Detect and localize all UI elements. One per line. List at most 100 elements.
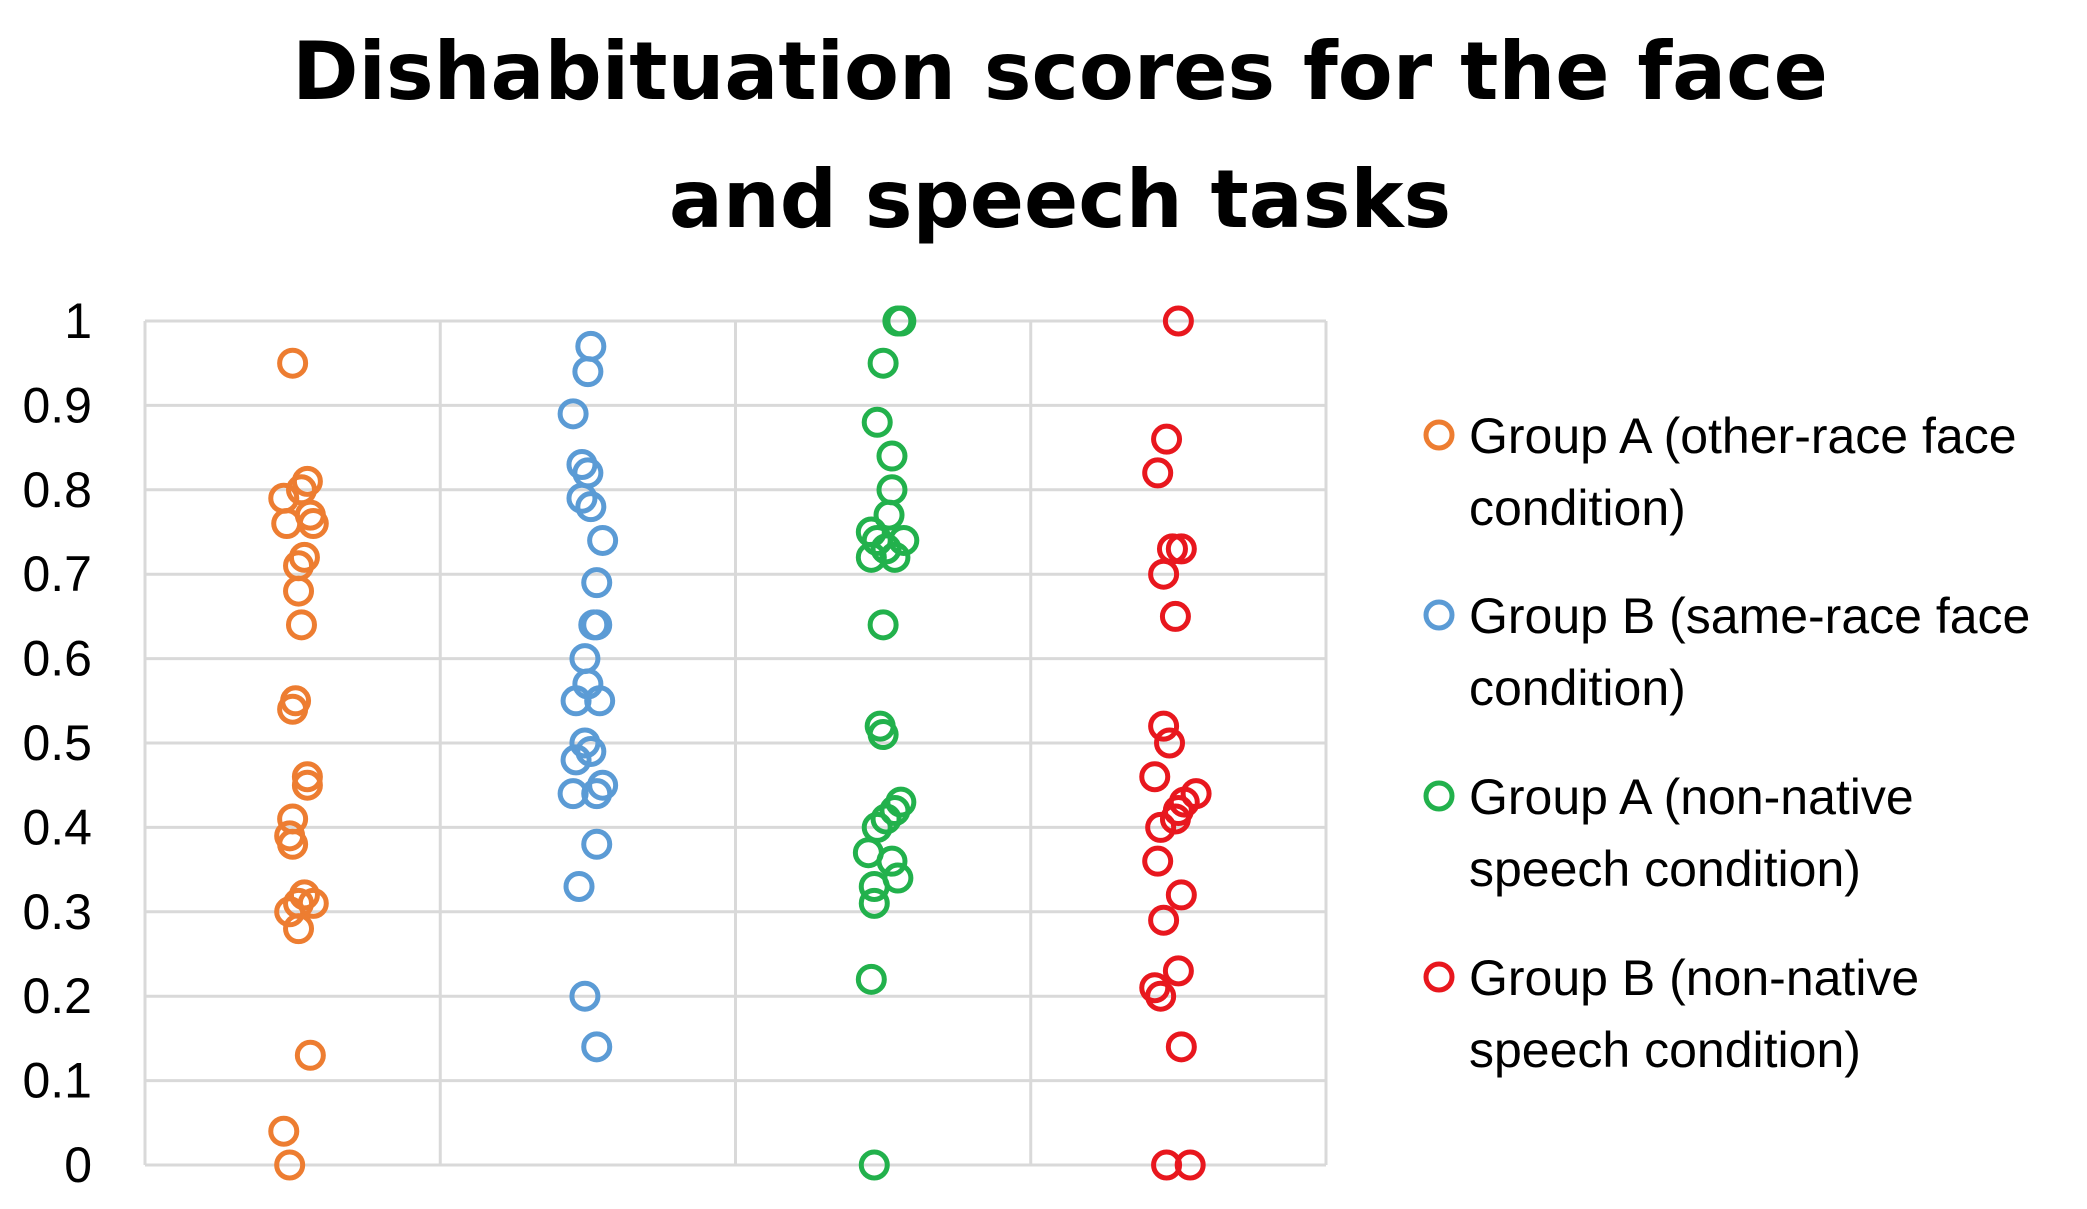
data-point (861, 406, 893, 438)
legend-item-2: Group B (same-race face condition) (1423, 588, 2030, 716)
data-point (268, 1115, 300, 1147)
data-points (268, 305, 1212, 1181)
data-point (587, 524, 619, 556)
legend-label-line: Group A (non-native (1469, 769, 1914, 825)
data-point (283, 913, 315, 945)
y-tick-label: 0 (64, 1137, 92, 1193)
data-point (560, 744, 592, 776)
data-point (1142, 845, 1174, 877)
legend-label-line: condition) (1469, 480, 1686, 536)
y-tick-label: 0.8 (22, 462, 92, 518)
legend-marker (1423, 599, 1455, 631)
series-2-points (557, 330, 619, 1063)
legend-label-line: condition) (1469, 660, 1686, 716)
data-point (291, 769, 323, 801)
data-point (572, 356, 604, 388)
y-tick-label: 0.3 (22, 884, 92, 940)
data-point (888, 524, 920, 556)
data-point (1174, 1149, 1206, 1181)
chart-title-line-2: and speech tasks (668, 153, 1452, 246)
legend-marker (1423, 961, 1455, 993)
y-tick-label: 0.7 (22, 546, 92, 602)
legend-item-3: Group A (non-native speech condition) (1423, 769, 1914, 897)
data-point (873, 499, 905, 531)
legend-marker (1423, 419, 1455, 451)
data-point (277, 347, 309, 379)
data-point (855, 963, 887, 995)
data-point (1151, 423, 1183, 455)
data-point (879, 541, 911, 573)
data-point (274, 1149, 306, 1181)
data-point (867, 609, 899, 641)
data-point (581, 1031, 613, 1063)
data-point (283, 575, 315, 607)
data-point (581, 828, 613, 860)
data-point (277, 828, 309, 860)
data-point (1165, 879, 1197, 911)
data-point (294, 1039, 326, 1071)
chart-title: Dishabituation scores for the face and s… (250, 8, 1870, 264)
data-point (274, 896, 306, 928)
data-point (1148, 710, 1180, 742)
legend-item-4: Group B (non-native speech condition) (1423, 950, 1919, 1078)
y-tick-label: 0.6 (22, 631, 92, 687)
data-point (1148, 904, 1180, 936)
series-3-points (852, 305, 920, 1181)
gridlines (143, 319, 1328, 1167)
y-tick-label: 1 (64, 293, 92, 349)
legend-label-line: Group B (non-native (1469, 950, 1919, 1006)
data-point (879, 795, 911, 827)
data-point (569, 980, 601, 1012)
data-point (1162, 305, 1194, 337)
data-point (575, 330, 607, 362)
y-tick-label: 0.1 (22, 1053, 92, 1109)
data-point (277, 693, 309, 725)
data-point (584, 685, 616, 717)
data-point (867, 719, 899, 751)
legend-item-1: Group A (other-race face condition) (1423, 408, 2017, 536)
data-point (1145, 980, 1177, 1012)
data-point (876, 845, 908, 877)
series-1-points (268, 347, 329, 1181)
legend: Group A (other-race facecondition)Group … (1423, 408, 2030, 1078)
legend-label-line: speech condition) (1469, 1022, 1861, 1078)
series-4-points (1139, 305, 1212, 1181)
data-point (858, 887, 890, 919)
data-point (1165, 1031, 1197, 1063)
data-point (566, 482, 598, 514)
data-point (876, 440, 908, 472)
data-point (285, 609, 317, 641)
data-point (870, 803, 902, 835)
y-tick-label: 0.2 (22, 968, 92, 1024)
legend-label-line: Group A (other-race face (1469, 408, 2017, 464)
y-tick-label: 0.5 (22, 715, 92, 771)
data-point (297, 508, 329, 540)
data-point (867, 347, 899, 379)
legend-marker (1423, 780, 1455, 812)
data-point (575, 491, 607, 523)
data-point (271, 508, 303, 540)
data-point (1148, 558, 1180, 590)
y-axis-tick-labels: 0 0.1 0.2 0.3 0.4 0.5 0.6 0.7 0.8 0.9 1 (22, 293, 92, 1193)
data-point (858, 870, 890, 902)
y-tick-label: 0.9 (22, 377, 92, 433)
data-point (885, 305, 917, 337)
data-point (581, 567, 613, 599)
data-point (557, 398, 589, 430)
data-point (563, 870, 595, 902)
data-point (1145, 811, 1177, 843)
y-tick-label: 0.4 (22, 799, 92, 855)
data-point (581, 609, 613, 641)
legend-label-line: Group B (same-race face (1469, 588, 2030, 644)
data-point (1142, 457, 1174, 489)
legend-label-line: speech condition) (1469, 841, 1861, 897)
data-point (1162, 955, 1194, 987)
data-point (572, 457, 604, 489)
data-point (1165, 533, 1197, 565)
data-point (1139, 761, 1171, 793)
data-point (1154, 727, 1186, 759)
data-point (1159, 600, 1191, 632)
data-point (557, 778, 589, 810)
chart-title-line-1: Dishabituation scores for the face (292, 25, 1828, 118)
